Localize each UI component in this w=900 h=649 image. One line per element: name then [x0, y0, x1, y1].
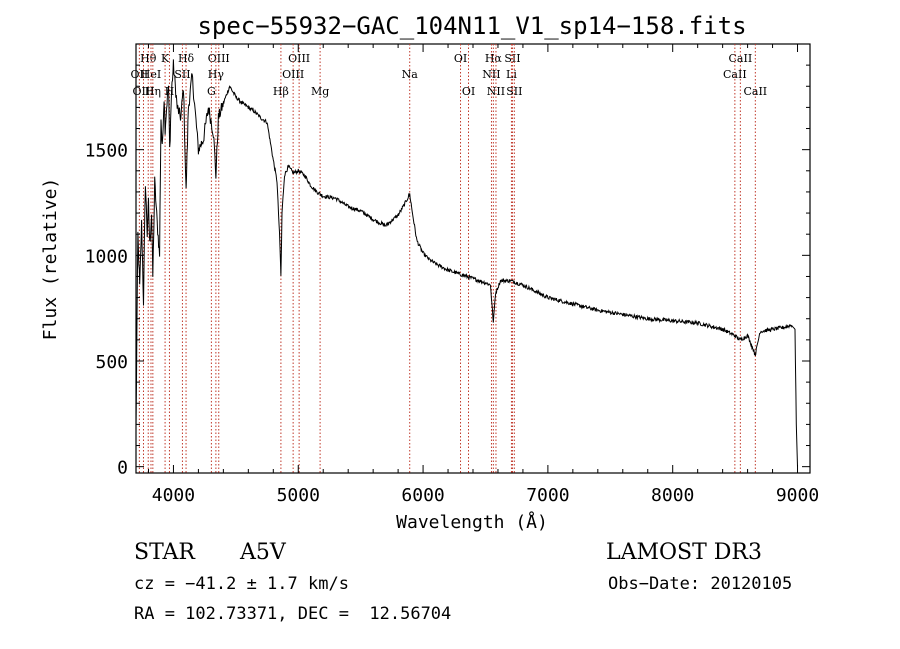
line-label-10: Hγ: [208, 68, 225, 81]
y-tick-label-0: 0: [117, 458, 128, 479]
line-label-11: G: [207, 85, 216, 98]
line-label-0: Hθ: [140, 52, 157, 65]
line-label-17: OI: [454, 52, 467, 65]
cz-value: cz = −41.2 ± 1.7 km/s: [134, 574, 349, 594]
line-label-27: CaII: [743, 85, 767, 98]
line-label-25: CaII: [729, 52, 753, 65]
chart-title: spec−55932−GAC_104N11_V1_sp14−158.fits: [197, 12, 746, 40]
subclass: A5V: [240, 540, 286, 565]
y-tick-label-2: 1000: [85, 246, 128, 267]
line-label-24: SII: [506, 85, 522, 98]
line-label-21: NII: [487, 85, 505, 98]
obs-date: Obs−Date: 20120105: [608, 574, 793, 594]
line-label-1: OII: [131, 68, 149, 81]
x-tick-label-0: 4000: [152, 485, 195, 506]
line-label-14: OIII: [282, 68, 304, 81]
y-axis-label: Flux (relative): [40, 178, 61, 341]
line-label-13: OIII: [288, 52, 310, 65]
x-tick-label-2: 6000: [401, 485, 444, 506]
x-axis-label: Wavelength (Å): [396, 511, 548, 533]
line-label-4: Hη: [145, 85, 161, 98]
coordinates: RA = 102.73371, DEC = 12.56704: [134, 604, 452, 624]
line-label-16: Na: [402, 68, 419, 81]
object-class: STAR: [134, 540, 195, 565]
x-tick-label-3: 7000: [526, 485, 569, 506]
line-label-2: OIII: [132, 85, 154, 98]
line-label-15: Mg: [311, 85, 329, 98]
line-label-18: OI: [462, 85, 475, 98]
line-label-20: NII: [482, 68, 500, 81]
y-tick-label-1: 500: [95, 352, 128, 373]
spectrum-series: [135, 59, 798, 467]
line-label-23: Li: [506, 68, 517, 81]
line-label-9: OIII: [208, 52, 230, 65]
plot-frame: [135, 43, 811, 474]
x-tick-label-5: 9000: [776, 485, 819, 506]
line-label-3: HeI: [141, 68, 161, 81]
line-label-5: K: [161, 52, 170, 65]
x-tick-label-4: 8000: [651, 485, 694, 506]
line-label-26: CaII: [723, 68, 747, 81]
y-tick-label-3: 1500: [85, 141, 128, 162]
survey-name: LAMOST DR3: [606, 540, 762, 565]
line-label-12: Hβ: [273, 85, 289, 98]
line-label-8: SII: [174, 68, 190, 81]
line-label-19: Hα: [485, 52, 503, 65]
line-label-22: SII: [504, 52, 520, 65]
line-label-7: Hδ: [178, 52, 195, 65]
line-label-6: H: [165, 85, 175, 98]
x-tick-label-1: 5000: [277, 485, 320, 506]
